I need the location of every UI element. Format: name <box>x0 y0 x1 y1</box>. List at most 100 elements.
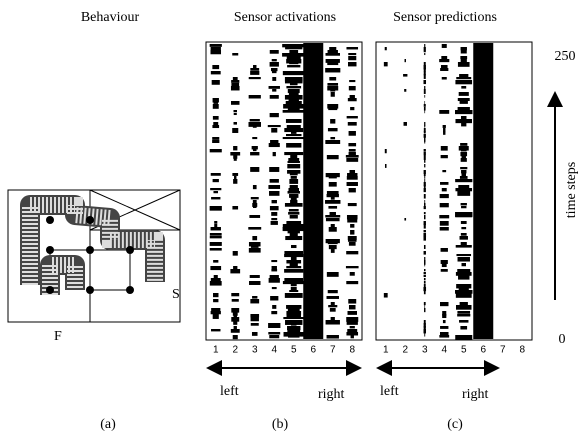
activation <box>232 299 239 302</box>
activation <box>460 56 467 59</box>
activation <box>272 287 277 289</box>
activation <box>230 152 240 156</box>
activation <box>289 290 298 292</box>
activation <box>455 179 472 182</box>
activation <box>211 71 221 74</box>
activation <box>424 53 425 55</box>
activation <box>231 101 239 105</box>
activation <box>234 110 237 112</box>
maze <box>8 190 180 322</box>
activation <box>458 257 470 262</box>
activation <box>348 299 356 304</box>
activation <box>231 83 239 86</box>
activation <box>424 302 426 305</box>
activation <box>439 335 449 338</box>
activation <box>440 203 449 207</box>
activation <box>213 101 218 104</box>
activation <box>424 104 426 107</box>
activation <box>231 80 239 83</box>
activation <box>251 317 259 321</box>
activation <box>231 86 240 90</box>
activation <box>403 74 407 77</box>
activation <box>231 293 239 296</box>
activation <box>271 269 277 271</box>
activation <box>271 311 277 314</box>
activation <box>270 50 279 54</box>
activation <box>252 146 258 149</box>
activation <box>287 65 300 67</box>
activation <box>350 230 354 235</box>
activation <box>442 170 446 172</box>
activation <box>439 59 449 62</box>
activation <box>285 47 302 49</box>
activation <box>250 167 259 172</box>
activation <box>460 167 467 169</box>
activation <box>213 179 219 182</box>
activation <box>210 248 222 251</box>
activation <box>249 215 260 218</box>
activation <box>349 131 356 136</box>
activation <box>328 107 337 110</box>
activation <box>253 200 257 203</box>
activation <box>350 224 354 228</box>
activation <box>440 194 449 198</box>
activation <box>443 125 446 128</box>
activation <box>269 335 279 338</box>
activation <box>424 68 426 71</box>
activation <box>346 155 359 158</box>
activation <box>457 191 470 196</box>
activation <box>282 44 305 47</box>
column-label: 6 <box>310 345 316 356</box>
activation <box>459 92 469 96</box>
activation <box>213 293 218 297</box>
activation <box>460 236 468 240</box>
activation <box>233 146 237 150</box>
activation <box>251 245 259 248</box>
activation <box>424 230 426 232</box>
activation <box>348 53 356 55</box>
activation <box>268 185 280 189</box>
activation <box>325 215 340 217</box>
activation <box>253 125 257 128</box>
activation <box>248 227 261 230</box>
activation <box>286 266 301 268</box>
activation <box>210 242 222 246</box>
activation <box>461 47 467 50</box>
activation <box>286 143 301 148</box>
activation <box>232 173 238 176</box>
activation <box>212 65 219 69</box>
activation <box>283 281 305 284</box>
activation <box>459 320 468 323</box>
activation <box>424 275 426 277</box>
activation <box>404 122 407 126</box>
activation <box>283 71 305 75</box>
activation <box>290 173 298 175</box>
activation <box>272 71 277 73</box>
activation <box>271 218 277 220</box>
activation <box>439 110 449 114</box>
activation <box>460 302 468 305</box>
activation <box>424 140 425 144</box>
activation <box>291 284 297 286</box>
panel-title: Behaviour <box>81 10 140 25</box>
activation <box>424 74 426 79</box>
activation <box>331 248 335 253</box>
activation <box>442 77 447 80</box>
activation <box>325 200 340 204</box>
activation <box>348 143 356 146</box>
activation <box>424 245 426 249</box>
activation <box>287 125 301 128</box>
activation <box>349 188 356 192</box>
activation <box>284 254 303 257</box>
activation <box>234 176 236 179</box>
activation <box>405 59 406 62</box>
activation <box>329 176 337 178</box>
activation <box>424 185 426 188</box>
activation <box>290 155 297 158</box>
activation <box>231 329 240 333</box>
activation <box>460 101 468 104</box>
activation <box>443 320 446 323</box>
activation <box>290 263 298 266</box>
activation <box>234 122 237 125</box>
activation <box>213 314 219 319</box>
